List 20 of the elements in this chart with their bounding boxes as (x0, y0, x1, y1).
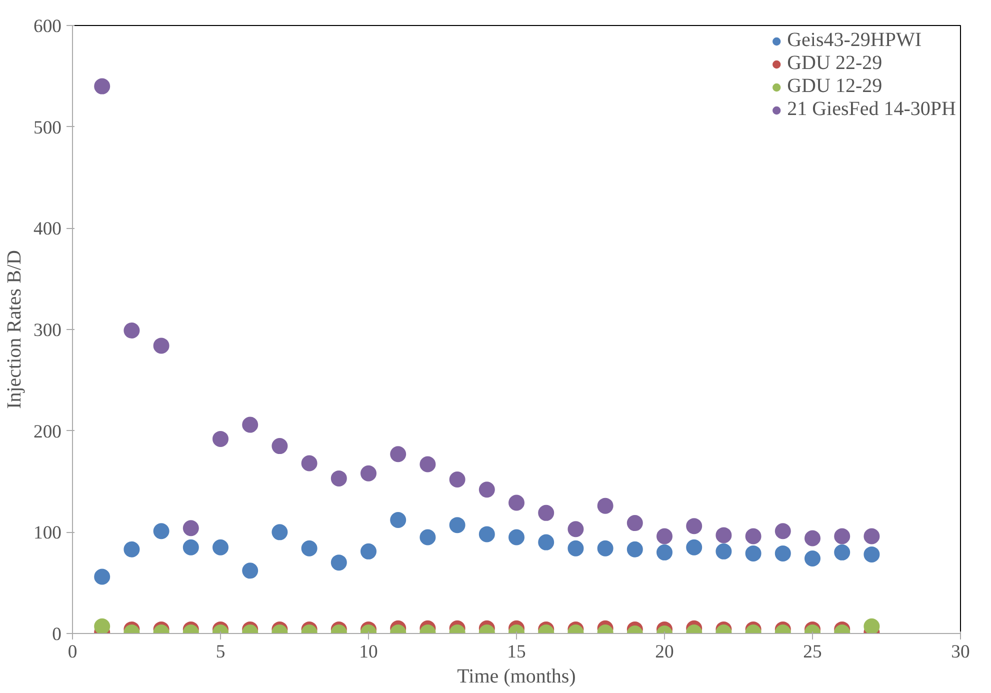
y-tick-label: 200 (34, 421, 62, 442)
x-tick-label: 15 (507, 642, 526, 662)
y-tick-label: 100 (34, 522, 62, 544)
y-tick-label: 600 (34, 16, 62, 37)
legend-label: Geis43-29HPWI (787, 29, 922, 52)
legend-label: GDU 12-29 (787, 75, 882, 98)
y-tick-label: 500 (34, 117, 62, 138)
y-tick-label: 0 (52, 624, 62, 645)
legend-label: GDU 22-29 (787, 52, 882, 75)
y-tick-label: 300 (34, 320, 62, 341)
x-axis-title: Time (months) (457, 666, 576, 688)
x-tick-label: 0 (68, 642, 78, 662)
x-tick-label: 30 (951, 642, 970, 662)
y-tick-label: 400 (34, 218, 62, 240)
x-tick-label: 25 (803, 642, 822, 662)
y-axis-title: Injection Rates B/D (4, 250, 26, 409)
legend-label: 21 GiesFed 14-30PH (787, 98, 956, 121)
x-tick-label: 10 (359, 642, 378, 662)
x-tick-label: 20 (655, 642, 674, 662)
x-tick-label: 5 (216, 642, 226, 662)
